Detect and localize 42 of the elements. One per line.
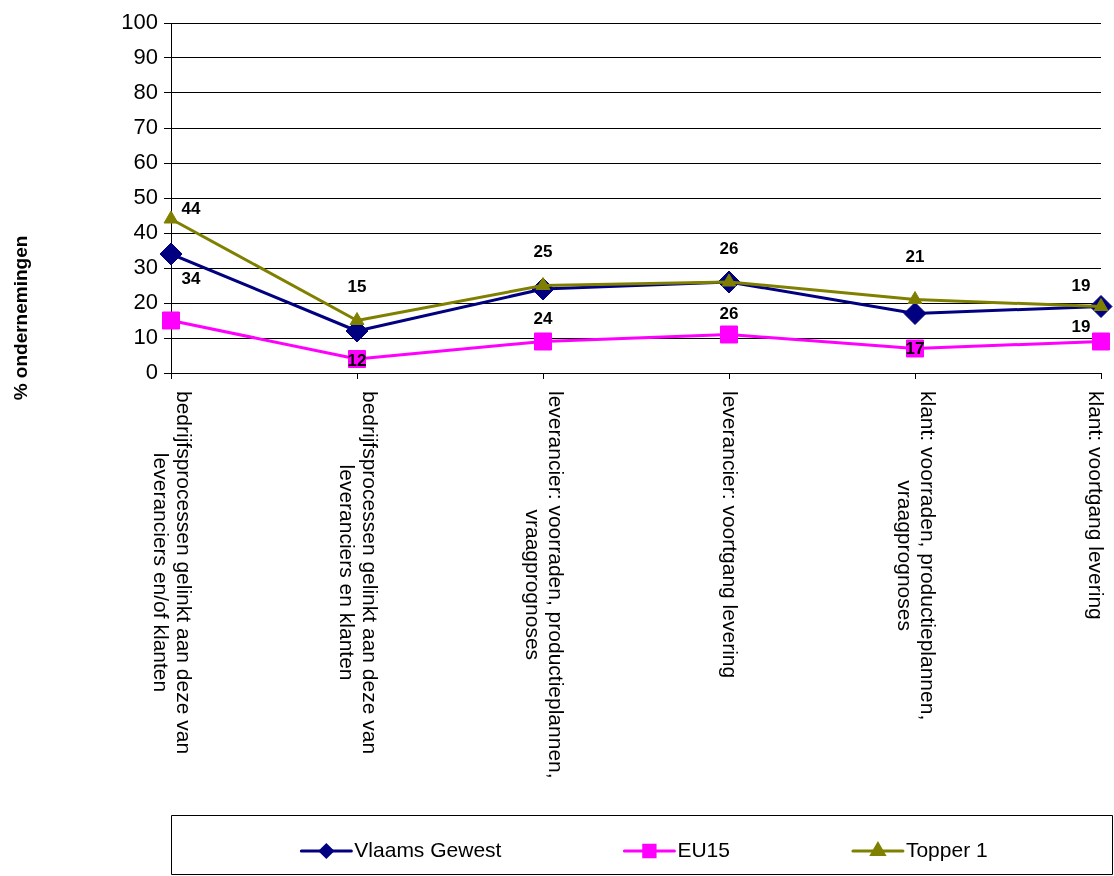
point — [349, 312, 365, 325]
y-tick-label: 50 — [133, 184, 158, 210]
point — [1092, 332, 1110, 351]
y-tick-label: 0 — [145, 359, 158, 385]
data-label: 44 — [181, 198, 201, 218]
data-label: 34 — [181, 268, 201, 288]
data-label: 25 — [533, 242, 553, 262]
data-label: 19 — [1071, 316, 1091, 336]
y-tick-label: 40 — [133, 219, 158, 245]
point — [534, 332, 552, 351]
data-label: 24 — [533, 308, 553, 328]
y-axis-title: % ondernemingen — [10, 235, 32, 401]
legend-label: EU15 — [677, 837, 730, 861]
data-label: 26 — [719, 303, 739, 323]
x-tick-label: bedrijfsprocessen gelinkt aan deze van leveranciers en/of klanten — [149, 391, 196, 755]
x-tick-label: klant: voorraden, productieplannen, vraagprognoses — [893, 390, 940, 721]
legend-label: Topper 1 — [905, 837, 988, 861]
data-label: 19 — [1071, 276, 1091, 296]
point — [162, 311, 180, 330]
data-label: 26 — [719, 238, 739, 258]
y-tick-label: 10 — [133, 324, 158, 350]
y-tick-label: 80 — [133, 79, 158, 105]
y-tick-label: 100 — [121, 9, 158, 35]
y-tick-label: 70 — [133, 114, 158, 140]
data-label: 15 — [347, 277, 367, 297]
point — [907, 291, 923, 304]
point — [903, 302, 927, 325]
data-label: 17 — [905, 338, 925, 358]
x-tick-label: bedrijfsprocessen gelinkt aan deze van leveranciers en klanten — [335, 391, 382, 755]
y-tick-label: 20 — [133, 289, 158, 315]
y-tick-label: 30 — [133, 254, 158, 280]
data-label: 21 — [905, 246, 925, 266]
x-tick-label: leverancier: voortgang levering — [719, 390, 743, 679]
y-tick-label: 60 — [133, 149, 158, 175]
point — [720, 325, 738, 344]
point — [163, 210, 179, 224]
y-tick-label: 90 — [133, 44, 158, 70]
x-tick-label: leverancier: voorraden, productieplannen, vraagprognoses — [521, 391, 568, 779]
data-label: 12 — [347, 350, 367, 370]
x-tick-label: klant: voortgang levering — [1084, 391, 1108, 620]
legend-label: Vlaams Gewest — [354, 837, 502, 861]
point — [159, 242, 183, 266]
